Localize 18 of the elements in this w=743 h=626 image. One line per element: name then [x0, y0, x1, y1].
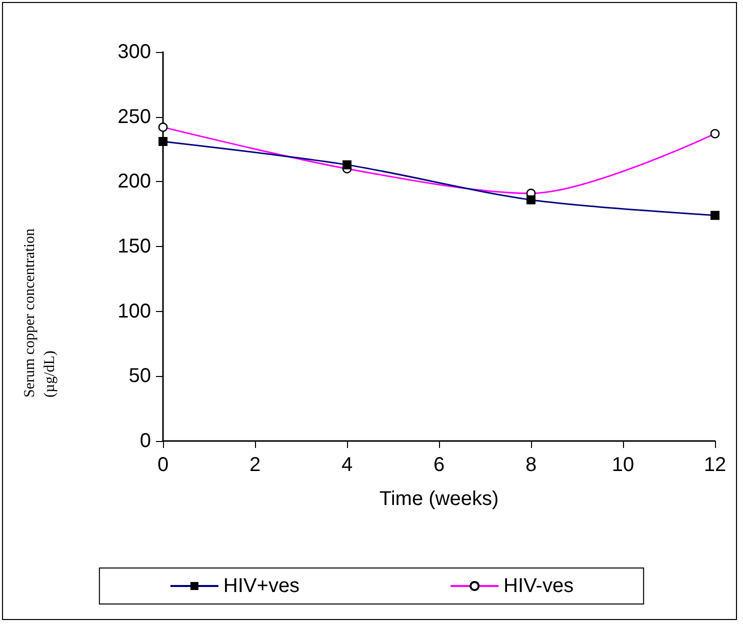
x-tick-label: 2: [249, 454, 261, 476]
x-tick-label: 10: [612, 454, 634, 476]
x-tick-label: 6: [433, 454, 445, 476]
x-tick-label: 8: [525, 454, 537, 476]
y-tick-label: 250: [118, 106, 151, 128]
legend-label: HIV+ves: [223, 575, 300, 597]
y-tick-label: 200: [118, 170, 151, 193]
x-tick-label: 4: [341, 454, 353, 476]
y-axis-title: Serum copper concentration (µg/dL): [22, 228, 58, 398]
y-tick-label: 300: [118, 41, 151, 63]
y-tick-label: 50: [128, 365, 151, 388]
y-tick-label: 0: [140, 430, 151, 452]
x-tick-label: 12: [704, 454, 726, 476]
x-tick-label: 0: [157, 454, 169, 476]
legend-label: HIV-ves: [504, 575, 574, 597]
x-axis-title: Time (weeks): [379, 488, 499, 510]
y-tick-label: 100: [118, 300, 151, 322]
y-tick-label: 150: [118, 236, 151, 258]
